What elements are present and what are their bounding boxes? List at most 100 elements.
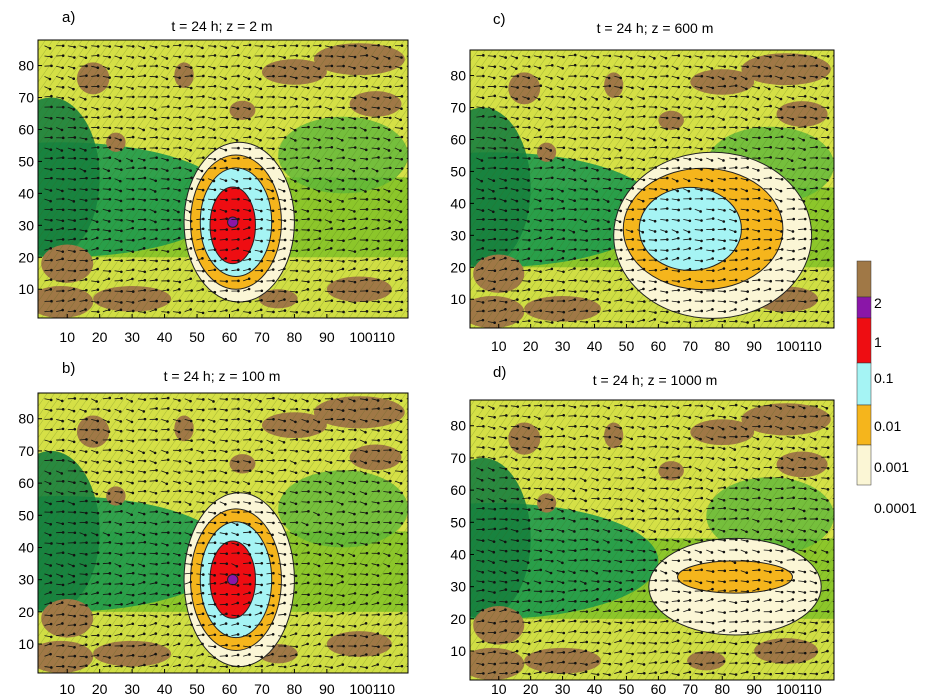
- wind-vector-head: [665, 107, 668, 111]
- wind-vector-head: [108, 115, 112, 118]
- wind-vector-head: [329, 554, 333, 557]
- wind-vector-head: [676, 236, 680, 240]
- wind-vector-head: [248, 522, 251, 526]
- wind-vector-head: [365, 450, 368, 454]
- wind-vector-head: [757, 209, 760, 213]
- wind-vector-head: [746, 95, 750, 99]
- wind-vector-head: [317, 601, 321, 604]
- wind-vector-head: [142, 451, 145, 455]
- wind-vector-head: [318, 553, 322, 556]
- wind-vector-head: [154, 581, 158, 584]
- wind-vector-head: [504, 278, 508, 281]
- wind-vector-head: [596, 198, 600, 202]
- wind-vector-head: [295, 116, 299, 119]
- wind-vector-head: [561, 66, 564, 70]
- wind-vector-head: [108, 614, 112, 617]
- wind-vector-head: [330, 136, 334, 140]
- wind-vector-head: [596, 290, 600, 294]
- wind-vector-head: [130, 451, 134, 455]
- wind-vector-head: [734, 148, 737, 152]
- wind-vector-head: [330, 299, 334, 302]
- wind-vector-head: [165, 451, 169, 454]
- wind-vector-head: [769, 299, 773, 303]
- wind-vector-head: [687, 230, 691, 234]
- wind-vector-head: [131, 207, 135, 211]
- wind-vector-head: [119, 420, 123, 423]
- wind-vector-head: [190, 664, 193, 667]
- wind-vector-head: [608, 187, 612, 190]
- wind-vector-head: [73, 623, 77, 627]
- wind-vector-head: [596, 249, 600, 253]
- wind-vector-head: [400, 562, 404, 566]
- wind-vector-head: [677, 300, 680, 304]
- wind-vector-head: [329, 471, 333, 475]
- wind-vector-head: [757, 318, 761, 322]
- wind-vector-head: [202, 520, 205, 524]
- wind-vector-head: [538, 199, 542, 203]
- wind-vector-head: [562, 95, 566, 99]
- wind-vector-head: [352, 169, 356, 173]
- wind-vector-head: [73, 259, 77, 262]
- wind-vector-head: [295, 510, 299, 514]
- wind-vector-head: [212, 128, 216, 131]
- wind-vector-head: [585, 248, 589, 251]
- wind-vector-head: [676, 97, 679, 101]
- wind-vector-head: [213, 75, 217, 79]
- wind-vector-head: [341, 430, 345, 433]
- wind-vector-head: [399, 210, 403, 213]
- wind-vector-head: [143, 480, 147, 483]
- wind-vector-head: [178, 489, 182, 493]
- wind-vector-head: [353, 117, 357, 121]
- wind-vector-head: [96, 310, 100, 314]
- wind-vector-head: [248, 177, 252, 181]
- wind-vector-head: [248, 501, 251, 505]
- wind-vector-head: [365, 238, 369, 242]
- wind-vector-head: [574, 238, 577, 242]
- wind-vector-head: [412, 220, 415, 223]
- wind-vector-head: [642, 300, 646, 303]
- wind-vector-head: [654, 258, 658, 262]
- wind-vector-head: [493, 237, 497, 241]
- wind-vector-head: [585, 229, 588, 233]
- wind-vector-head: [131, 250, 135, 253]
- wind-vector-head: [340, 544, 344, 547]
- wind-vector-head: [585, 166, 589, 170]
- wind-vector-head: [562, 107, 565, 110]
- wind-vector-head: [744, 108, 748, 111]
- wind-vector-head: [50, 228, 53, 232]
- wind-vector-head: [108, 551, 112, 555]
- wind-vector-head: [96, 625, 100, 629]
- wind-vector-head: [259, 128, 262, 132]
- wind-vector-head: [353, 469, 357, 472]
- wind-vector-head: [167, 95, 170, 98]
- wind-vector-head: [317, 189, 321, 193]
- wind-vector-head: [294, 210, 297, 213]
- wind-vector-head: [95, 210, 99, 213]
- wind-vector-head: [72, 77, 76, 81]
- wind-vector-head: [596, 298, 599, 301]
- wind-vector-head: [387, 57, 391, 60]
- wind-vector-head: [505, 167, 508, 170]
- wind-vector-head: [294, 199, 298, 203]
- wind-vector-head: [757, 257, 760, 260]
- wind-vector-head: [50, 94, 53, 98]
- wind-vector-head: [49, 450, 53, 454]
- wind-vector-head: [307, 603, 310, 606]
- wind-vector-head: [550, 267, 554, 271]
- wind-vector-head: [225, 491, 228, 494]
- wind-vector-head: [306, 288, 310, 291]
- wind-vector-head: [699, 210, 702, 213]
- wind-vector-head: [642, 65, 646, 68]
- wind-vector-head: [710, 179, 714, 183]
- wind-vector-head: [653, 287, 657, 291]
- wind-vector-head: [516, 298, 519, 301]
- wind-vector-head: [353, 644, 357, 648]
- wind-vector-head: [746, 290, 749, 293]
- wind-vector-head: [307, 55, 310, 58]
- wind-vector-head: [190, 176, 193, 180]
- wind-vector-head: [178, 268, 182, 272]
- wind-vector-head: [353, 177, 357, 181]
- wind-vector-head: [387, 200, 391, 204]
- wind-vector-head: [365, 198, 369, 201]
